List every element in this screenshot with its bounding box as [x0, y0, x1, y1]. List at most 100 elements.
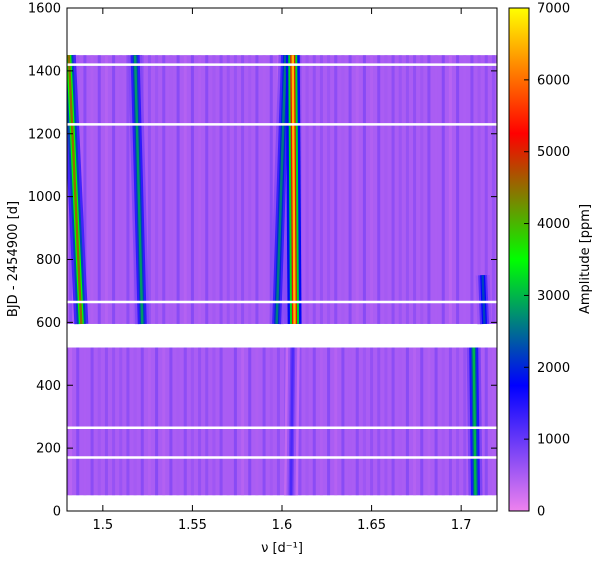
- y-axis-label: BJD - 2454900 [d]: [6, 201, 21, 317]
- segment-stripe: [276, 347, 280, 496]
- segment-stripe: [456, 55, 460, 324]
- segment-stripe: [83, 55, 87, 324]
- segment-stripe: [205, 55, 209, 324]
- segment-stripe: [384, 347, 388, 496]
- segment-stripe: [112, 55, 116, 324]
- segment-stripe: [183, 347, 187, 496]
- segment-stripe: [312, 347, 316, 496]
- segment-stripe: [248, 347, 252, 496]
- segment-stripe: [233, 55, 237, 324]
- x-tick-label: 1.65: [357, 518, 386, 533]
- ridge-layer-stroke: [472, 347, 477, 496]
- segment-stripe: [162, 55, 166, 324]
- segment-stripe: [255, 347, 259, 496]
- y-tick-label: 1400: [28, 64, 61, 79]
- y-tick-label: 1000: [28, 190, 61, 205]
- data-segment-0: [67, 347, 497, 496]
- segment-stripe: [198, 55, 202, 324]
- x-axis-label: ν [d⁻¹]: [261, 541, 303, 556]
- segment-stripe: [391, 347, 395, 496]
- segment-stripe: [83, 347, 87, 496]
- segment-stripe: [334, 347, 338, 496]
- segment-stripe: [241, 55, 245, 324]
- segment-stripe: [470, 55, 474, 324]
- segment-stripe: [384, 55, 388, 324]
- y-axis: 0 200 400 600 800 1000 1200 1400 1600: [28, 2, 497, 520]
- ridge-2: [269, 54, 293, 325]
- ridge-6: [475, 274, 492, 325]
- segment-stripe: [398, 347, 402, 496]
- segment-stripe: [147, 347, 151, 496]
- segment-stripe: [97, 55, 101, 324]
- segment-stripe: [434, 55, 438, 324]
- colorbar-tick-label: 0: [537, 505, 545, 520]
- colorbar-label: Amplitude [ppm]: [578, 204, 593, 314]
- segment-stripe: [219, 347, 223, 496]
- ridge-layer: [67, 54, 492, 496]
- segment-stripe: [427, 347, 431, 496]
- segment-stripe: [133, 347, 137, 496]
- segment-stripe: [104, 55, 108, 324]
- gap-lines: [67, 63, 497, 459]
- segment-stripe: [491, 55, 495, 324]
- segment-stripe: [269, 55, 273, 324]
- segment-stripe: [477, 55, 481, 324]
- segment-stripe: [262, 347, 266, 496]
- segment-stripe: [97, 347, 101, 496]
- segment-stripe: [348, 55, 352, 324]
- segment-stripe: [140, 347, 144, 496]
- segment-stripe: [305, 55, 309, 324]
- segment-stripe: [420, 55, 424, 324]
- segment-stripe: [491, 347, 495, 496]
- segment-stripe: [448, 55, 452, 324]
- segment-stripe: [262, 55, 266, 324]
- x-tick-label: 1.6: [272, 518, 293, 533]
- segment-stripe: [69, 347, 73, 496]
- segment-stripe: [391, 55, 395, 324]
- segment-stripe: [126, 347, 130, 496]
- segment-stripe: [427, 55, 431, 324]
- segment-stripe: [126, 55, 130, 324]
- segment-stripe: [298, 347, 302, 496]
- segment-stripe: [176, 347, 180, 496]
- colorbar-tick-label: 2000: [537, 361, 570, 376]
- segment-stripe: [327, 347, 331, 496]
- segment-stripe: [119, 347, 123, 496]
- segment-stripe: [463, 347, 467, 496]
- segment-stripe: [334, 55, 338, 324]
- colorbar-tick-label: 3000: [537, 289, 570, 304]
- segment-stripe: [205, 347, 209, 496]
- segment-stripe: [377, 347, 381, 496]
- y-tick-label: 600: [36, 316, 61, 331]
- segment-stripe: [362, 347, 366, 496]
- segment-stripe: [413, 55, 417, 324]
- segment-stripe: [169, 55, 173, 324]
- x-tick-label: 1.7: [451, 518, 472, 533]
- ridge-4: [466, 347, 483, 496]
- segment-stripe: [327, 55, 331, 324]
- segment-stripe: [255, 55, 259, 324]
- colorbar-tick-label: 4000: [537, 217, 570, 232]
- segment-stripe: [190, 55, 194, 324]
- segment-stripe: [112, 347, 116, 496]
- segment-stripe: [441, 347, 445, 496]
- segment-stripe: [176, 55, 180, 324]
- segment-stripe: [226, 55, 230, 324]
- colorbar-tick-label: 5000: [537, 145, 570, 160]
- segment-stripe: [219, 55, 223, 324]
- y-tick-label: 0: [53, 505, 61, 520]
- segment-stripe: [104, 347, 108, 496]
- ridge-layer-stroke: [275, 55, 287, 324]
- ridge-layer-stroke: [481, 275, 486, 324]
- segment-stripe: [348, 347, 352, 496]
- segment-stripe: [405, 55, 409, 324]
- ridge-layer-stroke: [289, 347, 294, 496]
- segment-stripe: [448, 347, 452, 496]
- segment-stripe: [341, 55, 345, 324]
- ridge-3: [285, 55, 302, 324]
- ridge-layer-stroke: [291, 55, 296, 324]
- segment-stripe: [341, 347, 345, 496]
- colorbar-tick-label: 6000: [537, 73, 570, 88]
- segment-stripe: [456, 347, 460, 496]
- segment-stripe: [413, 347, 417, 496]
